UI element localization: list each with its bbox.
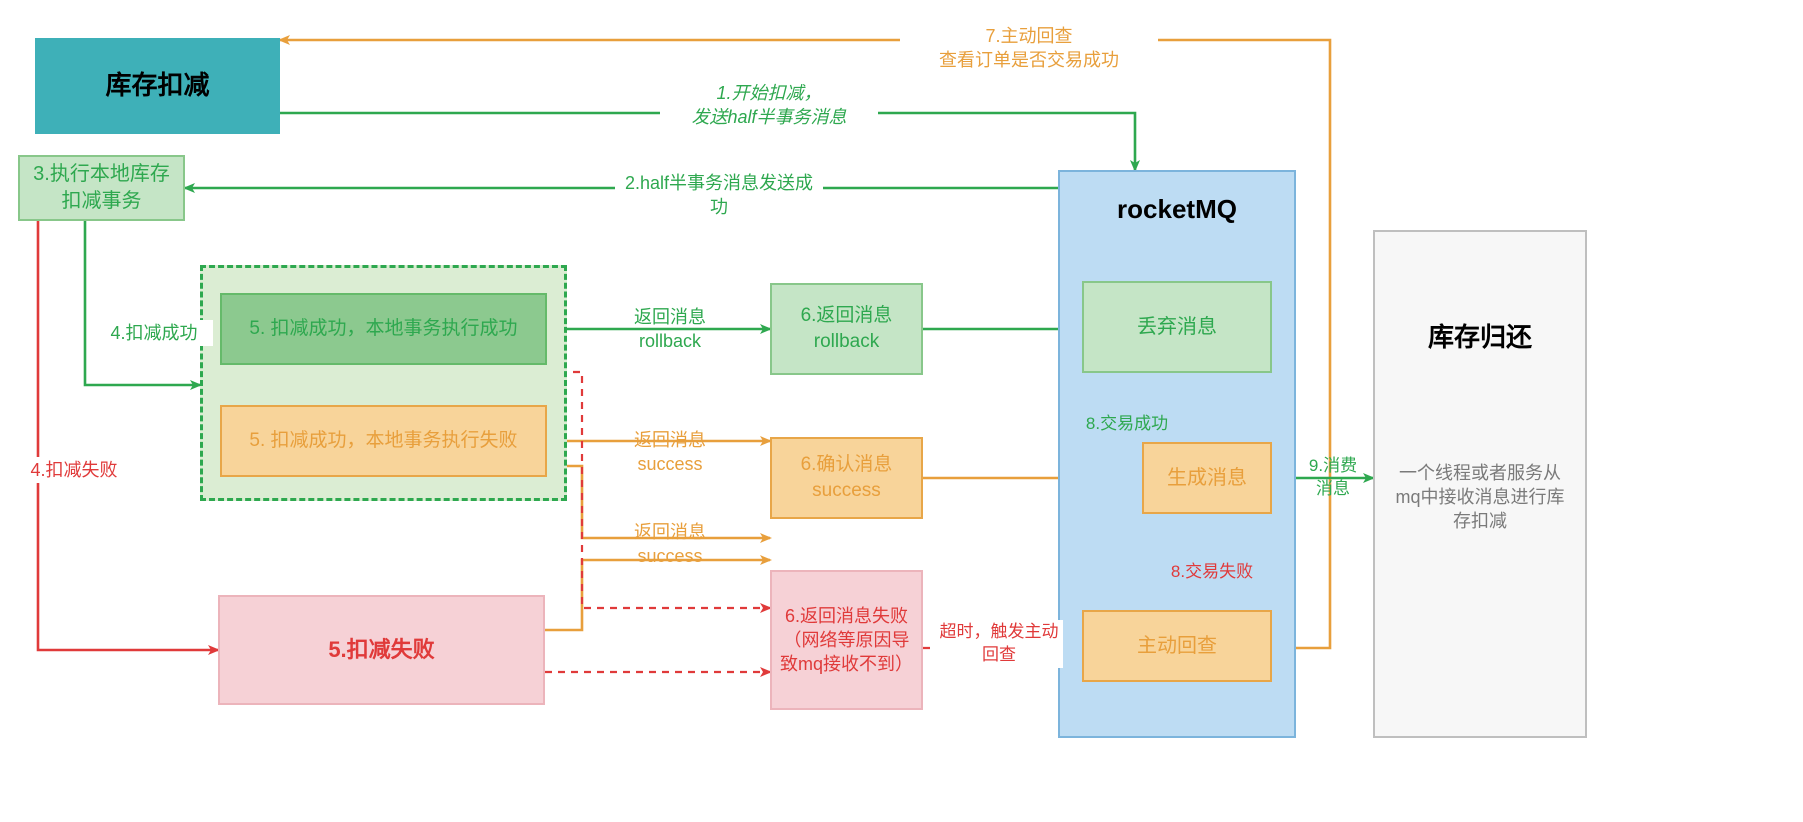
node-deduct-fail: 5.扣减失败: [218, 595, 545, 705]
edge-e3b: [38, 221, 218, 650]
edge-efail_succ: [545, 560, 770, 630]
label-step1: 1.开始扣减， 发送half半事务消息: [660, 80, 878, 131]
label-step8-fail: 8.交易失败: [1158, 560, 1266, 585]
node-confirm-success: 6.确认消息success: [770, 437, 923, 519]
node-local-transaction: 3.执行本地库存扣减事务: [18, 155, 185, 221]
label-return-rollback: 返回消息 rollback: [600, 305, 740, 354]
node-inventory-return-title: 库存归还: [1373, 318, 1587, 358]
label-step2: 2.half半事务消息发送成功: [615, 170, 823, 221]
node-return-fail: 6.返回消息失败 （网络等原因导致mq接收不到）: [770, 570, 923, 710]
node-mq-discard: 丢弃消息: [1082, 281, 1272, 373]
label-step4-success: 4.扣减成功: [95, 320, 213, 346]
node-mq-active-check: 主动回查: [1082, 610, 1272, 682]
node-inventory-return-desc: 一个线程或者服务从mq中接收消息进行库存扣减: [1380, 452, 1580, 542]
node-mq-generate: 生成消息: [1142, 442, 1272, 514]
label-timeout: 超时，触发主动回查: [935, 620, 1063, 668]
node-return-rollback: 6.返回消息rollback: [770, 283, 923, 375]
node-deduct-success-txok: 5. 扣减成功，本地事务执行成功: [220, 293, 547, 365]
label-step7: 7.主动回查 查看订单是否交易成功: [900, 23, 1158, 74]
label-step4-fail: 4.扣减失败: [15, 457, 133, 483]
edge-erollback_fail: [547, 372, 770, 608]
label-return-success1: 返回消息 success: [600, 428, 740, 477]
label-step9: 9.消费 消息: [1298, 455, 1368, 501]
node-rocketmq-title: rocketMQ: [1058, 190, 1296, 230]
edge-e3a: [85, 221, 200, 385]
label-return-success2: 返回消息 success: [600, 520, 740, 569]
diagram-canvas: 库存扣减 3.执行本地库存扣减事务 5. 扣减成功，本地事务执行成功 5. 扣减…: [0, 0, 1803, 822]
label-step8-success: 8.交易成功: [1068, 412, 1186, 437]
node-inventory-deduct: 库存扣减: [35, 38, 280, 134]
node-deduct-success-txfail: 5. 扣减成功，本地事务执行失败: [220, 405, 547, 477]
